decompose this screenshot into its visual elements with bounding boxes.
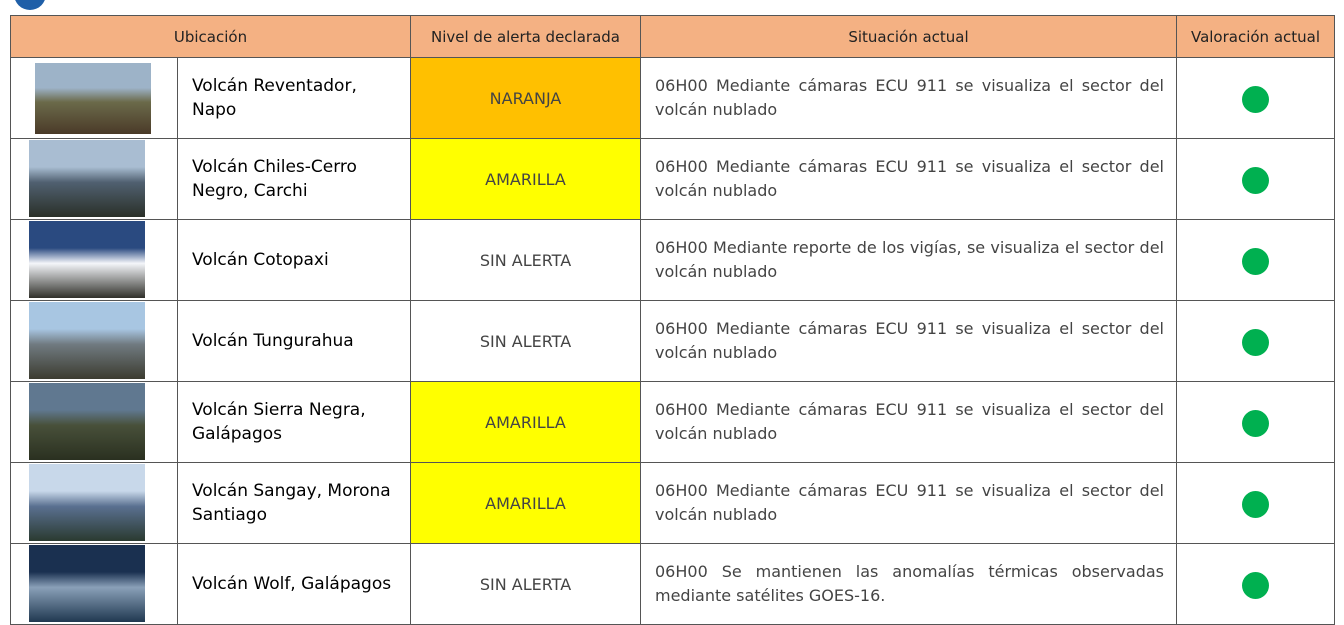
situation: 06H00 Mediante cámaras ECU 911 se visual… xyxy=(640,138,1177,220)
volcano-name: Volcán Sangay, Morona Santiago xyxy=(177,462,411,544)
status-dot xyxy=(1242,409,1269,437)
status-dot xyxy=(1242,247,1269,275)
alert-level: SIN ALERTA xyxy=(410,543,641,625)
situation: 06H00 Mediante cámaras ECU 911 se visual… xyxy=(640,462,1177,544)
volcano-name: Volcán Tungurahua xyxy=(177,300,411,382)
logo xyxy=(15,0,45,10)
volcano-photo xyxy=(29,545,145,622)
alert-level: AMARILLA xyxy=(410,462,641,544)
volcano-photo xyxy=(35,63,151,134)
volcano-name: Volcán Chiles-Cerro Negro, Carchi xyxy=(177,138,411,220)
volcano-photo xyxy=(29,383,145,460)
status-cell xyxy=(1176,138,1335,220)
volcano-photo xyxy=(29,464,145,541)
situation: 06H00 Mediante cámaras ECU 911 se visual… xyxy=(640,300,1177,382)
volcano-photo xyxy=(29,221,145,298)
alert-level: SIN ALERTA xyxy=(410,300,641,382)
volcano-name: Volcán Reventador, Napo xyxy=(177,57,411,139)
photo-cell xyxy=(10,57,178,139)
photo-cell xyxy=(10,219,178,301)
photo-cell xyxy=(10,300,178,382)
alert-level: SIN ALERTA xyxy=(410,219,641,301)
situation: 06H00 Mediante reporte de los vigías, se… xyxy=(640,219,1177,301)
volcano-name: Volcán Wolf, Galápagos xyxy=(177,543,411,625)
status-cell xyxy=(1176,543,1335,625)
situation: 06H00 Se mantienen las anomalías térmica… xyxy=(640,543,1177,625)
status-cell xyxy=(1176,219,1335,301)
alert-level: NARANJA xyxy=(410,57,641,139)
header-cell: Situación actual xyxy=(640,15,1177,58)
status-cell xyxy=(1176,462,1335,544)
header-cell: Nivel de alerta declarada xyxy=(410,15,641,58)
status-dot xyxy=(1242,328,1269,356)
header-cell: Valoración actual xyxy=(1176,15,1335,58)
volcano-photo xyxy=(29,302,145,379)
photo-cell xyxy=(10,138,178,220)
photo-cell xyxy=(10,381,178,463)
status-dot xyxy=(1242,85,1269,113)
status-cell xyxy=(1176,381,1335,463)
alert-level: AMARILLA xyxy=(410,138,641,220)
photo-cell xyxy=(10,462,178,544)
status-dot xyxy=(1242,490,1269,518)
header-cell: Ubicación xyxy=(10,15,411,58)
volcano-name: Volcán Cotopaxi xyxy=(177,219,411,301)
status-dot xyxy=(1242,166,1269,194)
volcano-photo xyxy=(29,140,145,217)
situation: 06H00 Mediante cámaras ECU 911 se visual… xyxy=(640,381,1177,463)
photo-cell xyxy=(10,543,178,625)
status-cell xyxy=(1176,300,1335,382)
status-dot xyxy=(1242,571,1269,599)
status-cell xyxy=(1176,57,1335,139)
alert-level: AMARILLA xyxy=(410,381,641,463)
volcano-name: Volcán Sierra Negra, Galápagos xyxy=(177,381,411,463)
situation: 06H00 Mediante cámaras ECU 911 se visual… xyxy=(640,57,1177,139)
